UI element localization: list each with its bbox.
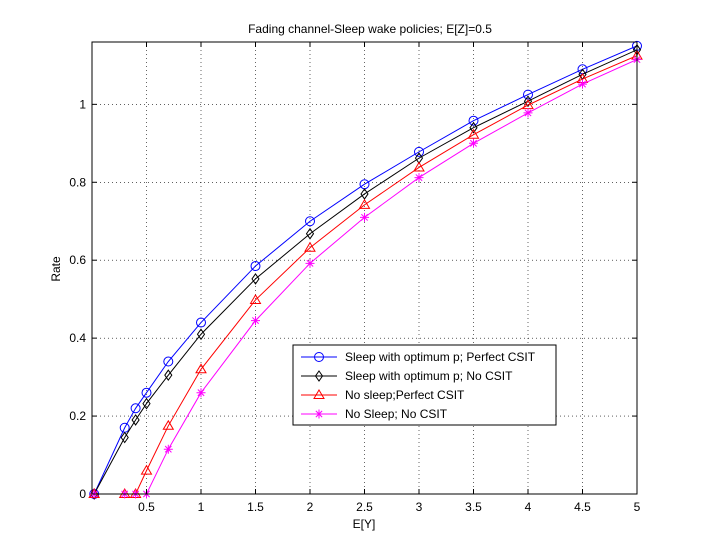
x-tick-label: 5 (634, 500, 641, 514)
data-point (304, 241, 316, 252)
y-tick-label: 0 (79, 487, 86, 501)
data-point (142, 397, 151, 410)
data-point (468, 115, 479, 126)
data-point (305, 258, 315, 268)
data-point (469, 138, 478, 148)
data-point (141, 387, 152, 398)
x-tick-label: 1 (198, 500, 205, 514)
data-point (305, 227, 315, 240)
data-point (250, 261, 261, 272)
data-point (249, 293, 262, 304)
x-axis-label: E[Y] (353, 517, 376, 531)
legend-label: No sleep;Perfect CSIT (345, 388, 465, 402)
data-point (358, 198, 371, 209)
data-point (305, 216, 315, 227)
y-tick-label: 1 (79, 97, 86, 111)
x-tick-label: 3 (416, 500, 423, 514)
x-tick-label: 1.5 (247, 500, 264, 514)
axis-ticks: 0.5 1 1.5 2 2.5 3 3.5 4 4.5 5 0 0.2 0.4 0.6 0.8 1 (69, 42, 641, 514)
y-axis-label: Rate (49, 256, 63, 282)
legend-item: Sleep with optimum p; Perfect CSIT (301, 350, 536, 364)
data-point (162, 419, 175, 430)
data-point (196, 317, 206, 328)
data-point (578, 79, 587, 89)
data-point (251, 316, 260, 326)
data-point (196, 388, 206, 398)
legend-marker (314, 409, 324, 419)
y-tick-label: 0.8 (69, 175, 86, 189)
x-tick-label: 4 (525, 500, 532, 514)
data-point (163, 444, 173, 454)
legend-item: No Sleep; No CSIT (301, 407, 448, 421)
data-point (360, 212, 369, 222)
data-point (140, 464, 153, 475)
x-tick-label: 2 (307, 500, 314, 514)
data-point (120, 431, 129, 444)
y-tick-label: 0.2 (69, 409, 86, 423)
legend-marker (313, 389, 325, 399)
data-point (196, 328, 206, 341)
series-line (93, 45, 638, 495)
x-tick-label: 3.5 (465, 500, 482, 514)
data-point (251, 273, 260, 285)
data-point (195, 363, 207, 374)
data-point (164, 369, 173, 382)
series-line (94, 55, 638, 495)
data-point (413, 161, 425, 172)
x-tick-label: 0.5 (138, 500, 155, 514)
data-point (131, 414, 140, 426)
legend-label: No Sleep; No CSIT (345, 407, 448, 421)
chart-title: Fading channel-Sleep wake policies; E[Z]… (248, 22, 492, 36)
legend-box (292, 344, 557, 426)
legend-marker (314, 352, 324, 362)
data-point (469, 121, 478, 134)
data-point (523, 95, 533, 108)
x-tick-label: 2.5 (356, 500, 373, 514)
data-point (523, 89, 533, 100)
data-point (523, 108, 533, 118)
legend: Sleep with optimum p; Perfect CSIT Sleep … (292, 344, 557, 426)
legend-item: No sleep;Perfect CSIT (301, 388, 465, 402)
data-point (163, 356, 174, 367)
data-point (130, 403, 141, 414)
legend-item: Sleep with optimum p; No CSIT (301, 369, 513, 383)
legend-label: Sleep with optimum p; Perfect CSIT (345, 350, 536, 364)
y-tick-label: 0.6 (69, 253, 86, 267)
data-point (414, 146, 424, 157)
y-tick-label: 0.4 (69, 331, 86, 345)
legend-label: Sleep with optimum p; No CSIT (345, 369, 513, 383)
data-point (414, 173, 424, 183)
data-point (467, 128, 480, 139)
legend-marker (314, 370, 324, 382)
x-tick-label: 4.5 (574, 500, 591, 514)
